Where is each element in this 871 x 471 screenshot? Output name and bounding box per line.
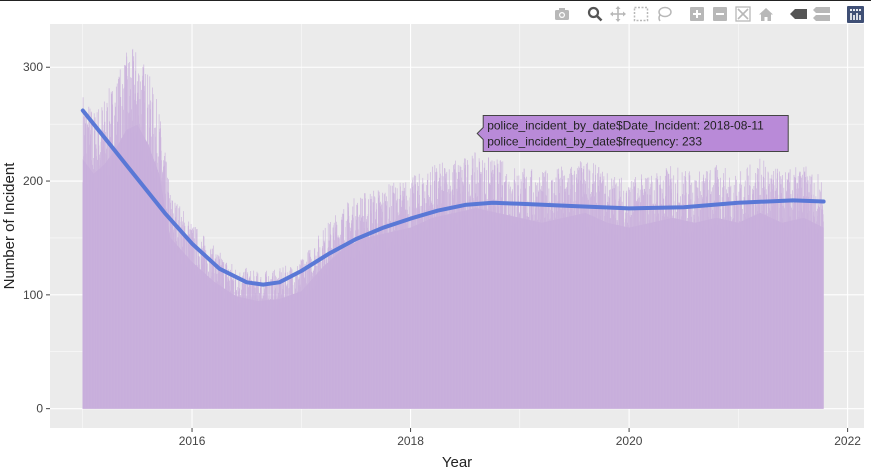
hover-closest-button[interactable] <box>789 5 809 23</box>
reset-axes-button[interactable] <box>756 5 776 23</box>
zoom-in-button[interactable] <box>687 5 707 23</box>
autoscale-icon <box>735 6 751 22</box>
y-tick-label: 300 <box>23 60 43 74</box>
y-tick-label: 100 <box>23 288 43 302</box>
daily-incident-area <box>82 48 824 409</box>
x-tick-label: 2022 <box>834 434 861 448</box>
zoom-in-icon <box>690 7 704 21</box>
smooth-trend-line <box>80 108 826 287</box>
tooltip-line-date: police_incident_by_date$Date_Incident: 2… <box>487 118 764 132</box>
modebar <box>549 4 865 24</box>
y-axis-title: Number of Incident <box>1 162 18 290</box>
zoom-button[interactable] <box>585 5 605 23</box>
reset-axes-icon <box>759 7 773 21</box>
zoom-out-button[interactable] <box>710 5 730 23</box>
box-select-button[interactable] <box>631 5 651 23</box>
window-top-border <box>0 0 871 1</box>
pan-button[interactable] <box>608 5 628 23</box>
x-tick-label: 2018 <box>397 434 424 448</box>
tooltip-line-frequency: police_incident_by_date$frequency: 233 <box>487 134 702 148</box>
zoom-out-icon <box>713 7 727 21</box>
daily-spikes <box>82 48 824 409</box>
box-select-icon <box>633 6 649 22</box>
x-tick-label: 2016 <box>179 434 206 448</box>
axis-ticks: 2016 2018 2020 2022 0 100 200 300 <box>23 60 861 448</box>
camera-icon <box>555 8 569 20</box>
autoscale-button[interactable] <box>733 5 753 23</box>
x-tick-label: 2020 <box>616 434 643 448</box>
x-axis-title: Year <box>442 454 472 471</box>
y-tick-label: 200 <box>23 174 43 188</box>
tooltip-box <box>476 114 789 152</box>
hover-compare-button[interactable] <box>812 5 832 23</box>
hover-closest-icon <box>790 9 807 19</box>
download-plot-button[interactable] <box>552 5 572 23</box>
pan-icon <box>610 6 626 22</box>
plotly-logo-button[interactable] <box>845 5 865 23</box>
y-tick-label: 0 <box>36 402 43 416</box>
smooth-line <box>80 108 826 287</box>
zoom-icon <box>587 6 603 22</box>
hover-tooltip: police_incident_by_date$Date_Incident: 2… <box>476 114 789 152</box>
lasso-select-icon <box>658 6 672 22</box>
lasso-select-button[interactable] <box>654 5 674 23</box>
hover-compare-icon <box>813 7 830 21</box>
plotly-logo-icon <box>846 5 864 23</box>
